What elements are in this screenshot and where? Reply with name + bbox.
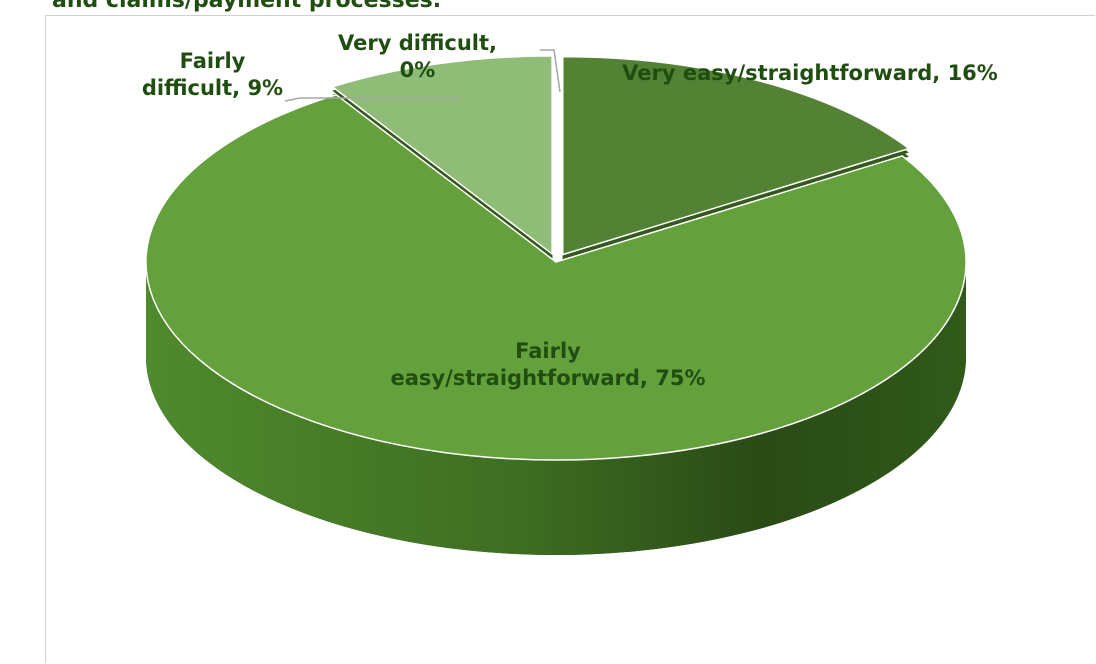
chart-frame xyxy=(45,15,1095,663)
leader-line xyxy=(284,97,462,102)
slice xyxy=(330,55,553,256)
pie xyxy=(145,55,967,556)
slice xyxy=(561,55,911,256)
chart-title: and claims/payment processes. xyxy=(52,0,442,13)
slice-side xyxy=(146,262,966,555)
data-label: Fairly difficult, 9% xyxy=(141,49,284,100)
data-label: Fairly easy/straightforward, 75% xyxy=(390,339,706,390)
data-label: Very easy/straightforward, 16% xyxy=(622,61,998,85)
data-label: Very difficult, 0% xyxy=(338,31,497,82)
leader-line xyxy=(540,49,561,93)
slice xyxy=(145,93,967,461)
